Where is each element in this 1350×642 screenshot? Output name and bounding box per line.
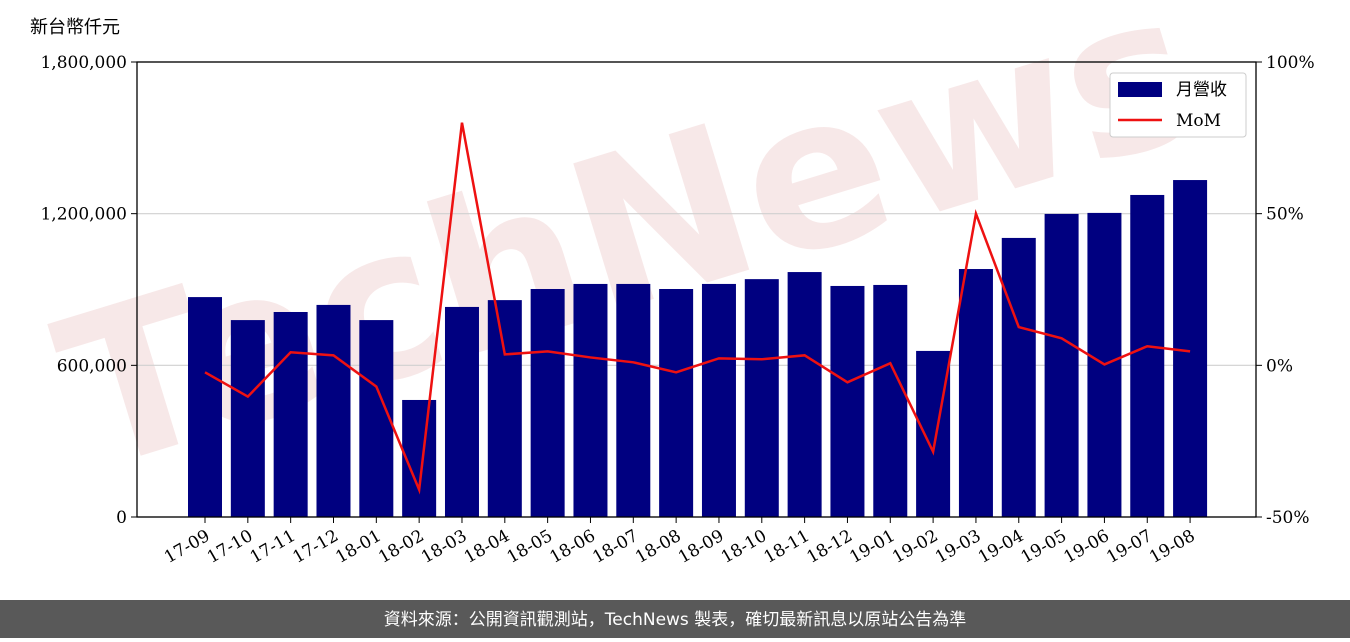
legend-label: MoM [1176, 111, 1221, 131]
source-note: 資料來源：公開資訊觀測站，TechNews 製表，確切最新訊息以原站公告為準 [384, 610, 966, 630]
bar [830, 285, 865, 517]
y-axis-label: 新台幣仟元 [30, 17, 120, 38]
bar [1001, 237, 1036, 517]
y-tick-label: 1,200,000 [40, 205, 127, 225]
bar [744, 279, 779, 517]
bar [659, 288, 694, 517]
bar [1044, 213, 1079, 518]
bar [701, 283, 736, 517]
bar [787, 272, 822, 517]
bar [958, 269, 993, 517]
y2-tick-label: 50% [1266, 205, 1304, 225]
footer-band [0, 600, 1350, 638]
y2-tick-label: -50% [1266, 508, 1310, 528]
bar [188, 297, 222, 517]
legend-label: 月營收 [1176, 80, 1227, 100]
y-tick-label: 0 [116, 508, 127, 528]
bar [359, 320, 394, 517]
y2-tick-label: 100% [1266, 53, 1315, 73]
bar [230, 320, 265, 517]
bar [402, 399, 437, 517]
y-tick-label: 600,000 [57, 356, 127, 376]
bar [273, 311, 308, 517]
line [204, 122, 1191, 495]
bar [916, 350, 951, 517]
bar [316, 304, 351, 517]
plot-frame [136, 61, 1257, 518]
bar [1130, 194, 1165, 517]
bar [616, 283, 651, 517]
y2-tick-label: 0% [1266, 356, 1293, 376]
y-tick-label: 1,800,000 [40, 53, 127, 73]
bar [1173, 180, 1208, 517]
bar [573, 283, 608, 517]
bar [487, 300, 522, 517]
bar [444, 306, 479, 517]
legend-swatch [1118, 82, 1162, 97]
bar [873, 284, 908, 517]
bar [530, 288, 565, 517]
